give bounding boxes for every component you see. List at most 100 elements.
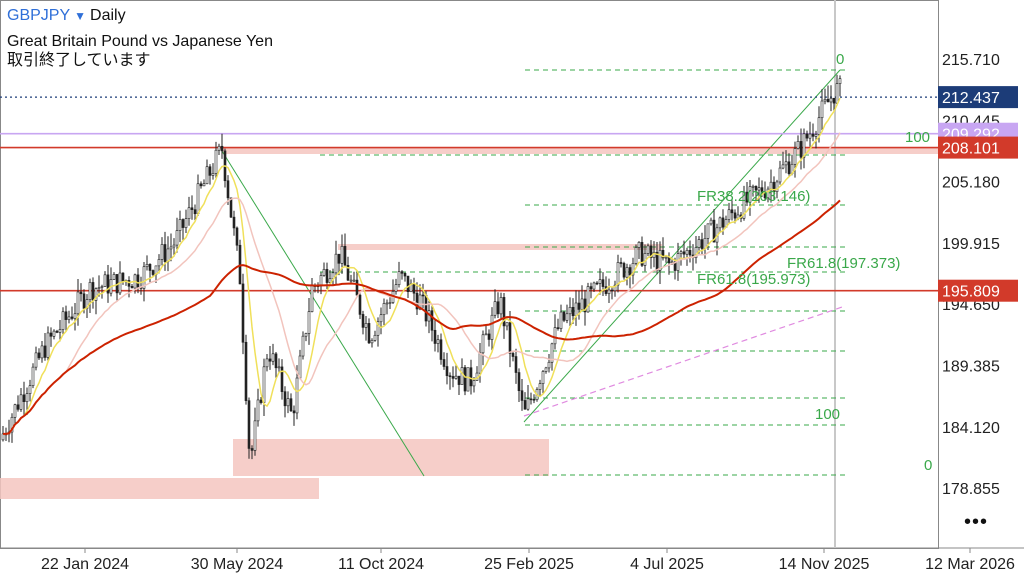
timeframe-label[interactable]: Daily	[90, 7, 126, 24]
candle-body	[646, 245, 650, 254]
candles-group	[1, 74, 842, 460]
price-tag: 208.101	[938, 136, 1018, 159]
candle-body	[421, 294, 425, 297]
candle-body	[562, 311, 566, 321]
candle-body	[229, 197, 233, 218]
candle-body	[490, 314, 494, 340]
candle-body	[526, 398, 530, 410]
candle-body	[415, 292, 419, 310]
candle-body	[355, 279, 359, 296]
y-tick-label: 189.385	[942, 359, 1000, 376]
price-tag-label: 195.809	[942, 284, 1000, 301]
symbol-selector[interactable]: GBPJPY	[7, 7, 71, 24]
candle-body	[592, 282, 596, 290]
candle-body	[700, 239, 704, 249]
candle-body	[370, 339, 374, 344]
candle-body	[100, 286, 104, 288]
x-tick-label: 25 Feb 2025	[484, 556, 574, 573]
supply-demand-zone	[222, 147, 939, 154]
candle-body	[424, 294, 428, 322]
y-tick-label: 184.120	[942, 420, 1000, 437]
y-tick-label: 205.180	[942, 175, 1000, 192]
candle-body	[283, 391, 287, 407]
candle-body	[274, 353, 278, 369]
candle-body	[718, 217, 722, 229]
price-tag-label: 212.437	[942, 90, 1000, 107]
candle-body	[436, 339, 440, 344]
candle-body	[352, 279, 356, 282]
price-tag: 195.809	[938, 279, 1018, 302]
candle-body	[616, 262, 620, 286]
candle-body	[814, 134, 818, 137]
candle-body	[217, 145, 221, 151]
candle-body	[55, 330, 59, 333]
candle-body	[622, 263, 626, 278]
candle-body	[364, 323, 368, 328]
candle-body	[613, 284, 617, 292]
candle-body	[664, 256, 668, 259]
candle-body	[286, 398, 290, 407]
candle-body	[808, 133, 812, 139]
candle-body	[694, 247, 698, 258]
candle-body	[202, 183, 206, 187]
candle-body	[598, 279, 602, 284]
candle-body	[640, 242, 644, 266]
candle-body	[16, 404, 20, 410]
candle-body	[220, 145, 224, 152]
candle-body	[823, 99, 827, 102]
candle-body	[403, 273, 407, 277]
candle-body	[199, 183, 203, 187]
more-options-icon[interactable]: •••	[963, 511, 988, 533]
candle-body	[544, 367, 548, 372]
y-tick-label: 215.710	[942, 52, 1000, 69]
fib-label: FR61.8(197.373)	[787, 255, 900, 272]
candle-body	[793, 148, 797, 165]
candle-body	[784, 161, 788, 166]
fib-trend-line	[523, 69, 841, 423]
candle-body	[772, 181, 776, 192]
candle-body	[523, 400, 527, 410]
candle-body	[439, 339, 443, 360]
candle-body	[13, 404, 17, 418]
candle-body	[211, 173, 215, 176]
candle-body	[373, 334, 377, 341]
candle-body	[103, 274, 107, 287]
candle-body	[730, 209, 734, 214]
candle-body	[745, 191, 749, 203]
candle-body	[61, 311, 65, 330]
candle-body	[748, 186, 752, 203]
candle-body	[763, 193, 767, 199]
candle-body	[679, 251, 683, 254]
candle-body	[757, 187, 761, 191]
candle-body	[811, 133, 815, 137]
candle-body	[514, 356, 518, 373]
candle-body	[379, 314, 383, 323]
candle-body	[586, 286, 590, 313]
candle-body	[70, 316, 74, 319]
fib-label: FR38.2(203.146)	[697, 188, 810, 205]
candle-body	[817, 117, 821, 135]
candle-body	[826, 99, 830, 103]
symbol-dropdown-icon[interactable]: ▼	[74, 9, 87, 23]
candle-body	[550, 343, 554, 363]
candle-body	[508, 322, 512, 354]
candle-body	[241, 283, 245, 343]
candle-body	[385, 302, 389, 305]
candle-body	[37, 352, 41, 359]
candle-body	[478, 352, 482, 374]
candle-body	[322, 269, 326, 276]
candle-body	[343, 246, 347, 266]
candle-body	[577, 302, 581, 310]
candle-body	[28, 385, 32, 394]
moving-average-slow	[3, 199, 841, 435]
candle-body	[262, 366, 266, 403]
candle-body	[706, 223, 710, 239]
candle-body	[838, 78, 842, 84]
supply-demand-zone	[233, 439, 549, 476]
candle-body	[367, 323, 371, 344]
candle-body	[649, 245, 653, 258]
candle-body	[397, 271, 401, 285]
candle-body	[76, 291, 80, 315]
candle-body	[553, 327, 557, 345]
